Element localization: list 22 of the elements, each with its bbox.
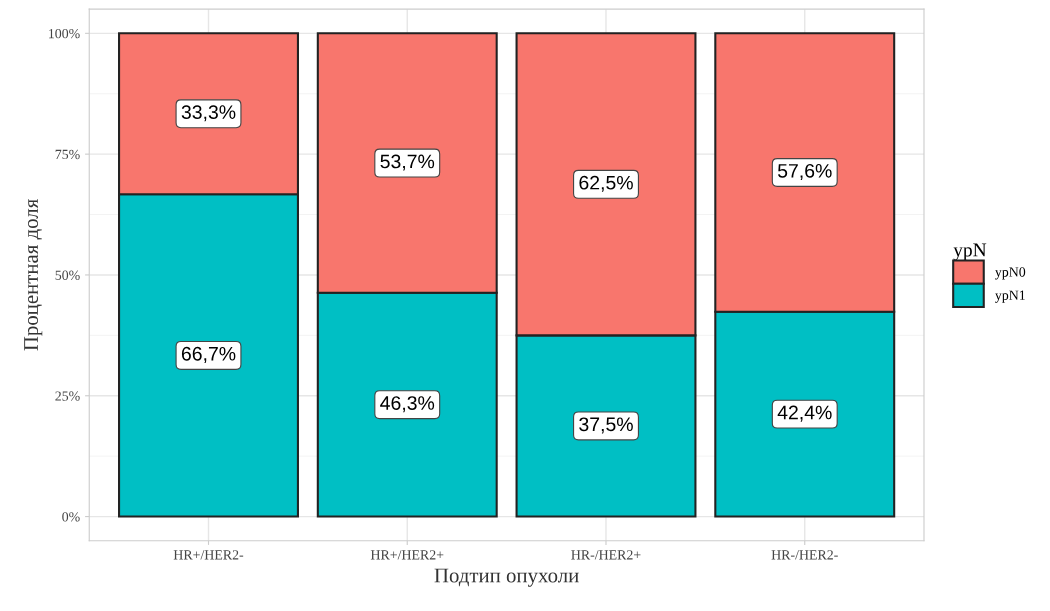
x-tick-label: HR-/HER2+ <box>571 550 641 560</box>
data-label: 33,3% <box>181 105 236 122</box>
y-axis-title: Процентная доля <box>24 199 43 351</box>
legend-title: ypN <box>953 243 987 261</box>
data-label: 46,3% <box>380 396 435 413</box>
y-tick-label: 25% <box>55 391 80 401</box>
x-tick-label: HR+/HER2- <box>173 550 244 560</box>
legend-label: ypN0 <box>995 267 1026 280</box>
y-tick-label: 50% <box>55 270 80 280</box>
x-tick-label: HR+/HER2+ <box>370 550 444 560</box>
data-label: 42,4% <box>777 405 832 422</box>
data-label: 62,5% <box>579 175 633 192</box>
y-tick-label: 75% <box>55 149 80 160</box>
x-axis-title: Подтип опухоли <box>434 568 579 587</box>
legend-label: ypN1 <box>995 290 1025 303</box>
y-tick-label: 0% <box>62 512 80 522</box>
data-label: 37,5% <box>579 417 633 434</box>
y-tick-label: 100% <box>49 28 80 39</box>
x-tick-label: HR-/HER2- <box>771 550 838 560</box>
data-label: 66,7% <box>181 346 236 363</box>
data-label: 53,7% <box>380 154 435 171</box>
data-label: 57,6% <box>777 163 832 181</box>
